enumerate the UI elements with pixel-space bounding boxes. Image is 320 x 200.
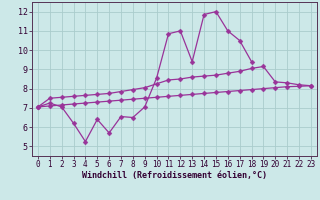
X-axis label: Windchill (Refroidissement éolien,°C): Windchill (Refroidissement éolien,°C) bbox=[82, 171, 267, 180]
